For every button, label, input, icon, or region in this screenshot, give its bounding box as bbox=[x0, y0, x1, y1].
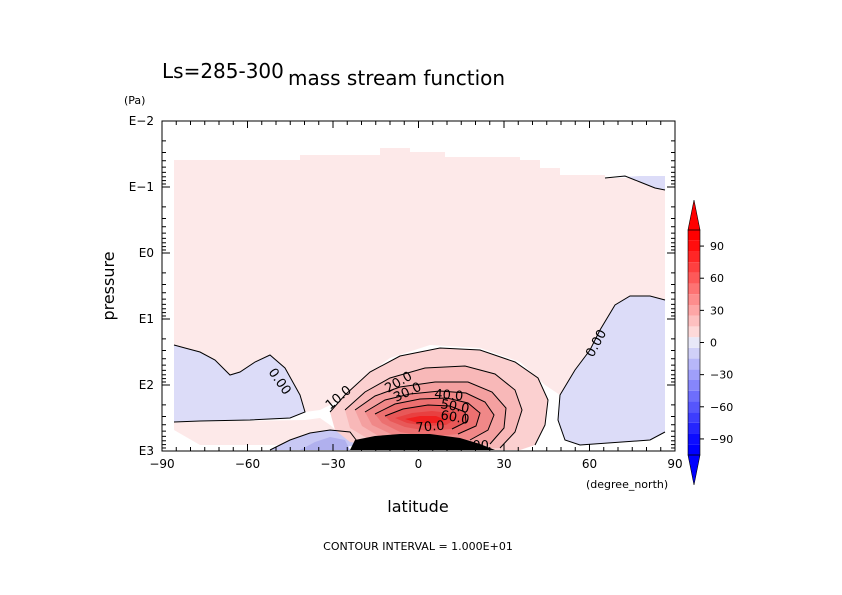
colorbar-bin bbox=[688, 412, 700, 423]
contour-label-70: 70.0 bbox=[415, 419, 445, 436]
colorbar-bin bbox=[688, 390, 700, 402]
colorbar-bin bbox=[688, 251, 700, 263]
contour-lines bbox=[173, 175, 666, 451]
contour-label-60: 60.0 bbox=[439, 408, 470, 428]
colorbar-bin bbox=[688, 422, 700, 434]
fill-neg-right bbox=[558, 296, 665, 445]
y-axis-ticks: E−2 E−1 E0 E1 E2 E3 bbox=[129, 114, 675, 458]
colorbar-bin bbox=[688, 230, 700, 241]
y-tick-label: E1 bbox=[139, 312, 154, 326]
x-tick-label: 60 bbox=[582, 457, 597, 471]
contour-line-zero-right bbox=[557, 295, 666, 446]
colorbar-bin bbox=[688, 315, 700, 327]
contour-label-zero-bottom: 0.00 bbox=[460, 439, 489, 454]
colorbar-bin bbox=[688, 358, 700, 370]
contour-line-60 bbox=[384, 404, 467, 430]
colorbar-bin bbox=[688, 326, 700, 338]
colorbar-tick-label: −60 bbox=[710, 401, 733, 414]
x-tick-label: −30 bbox=[320, 457, 345, 471]
colorbar-bin bbox=[688, 444, 700, 455]
colorbar-tick-label: 30 bbox=[710, 304, 724, 317]
colorbar-bin bbox=[688, 337, 700, 348]
x-axis-ticks: −90 −60 −30 0 30 60 90 bbox=[149, 121, 683, 471]
colorbar-bin bbox=[688, 347, 700, 359]
colorbar-tick-label: −90 bbox=[710, 433, 733, 446]
chart-title: mass stream function bbox=[288, 66, 505, 90]
colorbar-bin bbox=[688, 305, 700, 316]
colorbar-extend-max bbox=[687, 199, 701, 231]
colorbar-bin bbox=[688, 380, 700, 391]
contour-line-bottom-neg bbox=[269, 429, 361, 451]
fill-80-90 bbox=[405, 416, 446, 423]
contour-line-40 bbox=[364, 390, 495, 441]
x-tick-label: −90 bbox=[149, 457, 174, 471]
y-tick-label: E2 bbox=[139, 378, 154, 392]
colorbar-bin bbox=[688, 262, 700, 273]
colorbar-bin bbox=[688, 401, 700, 413]
colorbar-bin bbox=[688, 369, 700, 380]
colorbar-bin bbox=[688, 240, 700, 252]
contour-line-zero-left bbox=[173, 344, 306, 423]
y-tick-label: E3 bbox=[139, 444, 154, 458]
chart-subtitle: Ls=285-300 bbox=[162, 59, 284, 83]
contour-line-50 bbox=[374, 397, 481, 435]
x-tick-label: −60 bbox=[235, 457, 260, 471]
colorbar-tick-label: 60 bbox=[710, 272, 724, 285]
contour-line-20 bbox=[344, 365, 523, 449]
y-tick-label: E0 bbox=[139, 246, 154, 260]
x-axis-label: latitude bbox=[387, 497, 448, 516]
contour-line-30 bbox=[354, 381, 507, 445]
fill-neg-topright bbox=[605, 176, 665, 190]
x-tick-label: 0 bbox=[415, 457, 423, 471]
contour-line-zero-topright bbox=[604, 175, 666, 191]
colorbar-tick-label: 90 bbox=[710, 240, 724, 253]
y-axis-label: pressure bbox=[99, 251, 118, 320]
colorbar: 90 60 30 0 −30 −60 −90 bbox=[687, 199, 733, 486]
colorbar-bin bbox=[688, 433, 700, 445]
colorbar-bin bbox=[688, 294, 700, 305]
fill-0-10-upper bbox=[174, 148, 665, 412]
y-unit-label: (Pa) bbox=[124, 94, 145, 107]
contour-label-40: 40.0 bbox=[434, 387, 464, 404]
contour-label-50: 50.0 bbox=[439, 397, 470, 417]
dense-contours-surface bbox=[350, 434, 495, 450]
x-unit-label: (degree_north) bbox=[586, 478, 668, 491]
x-tick-label: 30 bbox=[496, 457, 511, 471]
colorbar-extend-min bbox=[687, 454, 701, 486]
fill-neg-left bbox=[174, 345, 305, 422]
colorbar-bin bbox=[688, 283, 700, 295]
colorbar-tick-label: 0 bbox=[710, 337, 717, 350]
y-tick-label: E−2 bbox=[129, 114, 154, 128]
fill-neg-bottom-2 bbox=[300, 437, 350, 450]
contour-fills bbox=[174, 148, 665, 450]
colorbar-bin bbox=[688, 272, 700, 284]
contour-line-10 bbox=[329, 347, 549, 446]
x-tick-label: 90 bbox=[667, 457, 682, 471]
colorbar-tick-label: −30 bbox=[710, 369, 733, 382]
contour-interval-note: CONTOUR INTERVAL = 1.000E+01 bbox=[323, 540, 513, 553]
y-tick-label: E−1 bbox=[129, 180, 154, 194]
